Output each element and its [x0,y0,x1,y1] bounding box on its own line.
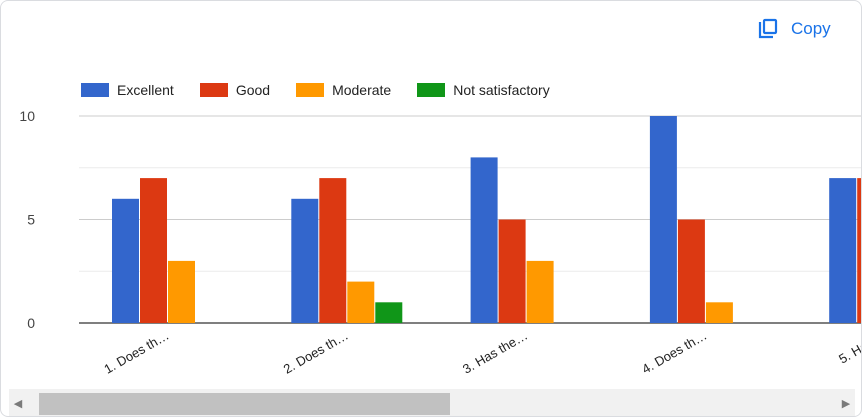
bar [498,219,526,323]
x-tick-label: 5. Has th [836,328,862,367]
bar [705,302,733,323]
bar [168,260,195,323]
bar [140,178,167,323]
legend-swatch-good [199,83,228,97]
x-tick-label: 4. Does th… [639,328,709,377]
bar [649,116,677,323]
legend-label-good: Good [235,82,271,98]
bar [677,219,705,323]
bar [829,178,857,323]
legend-item-not-satisfactory: Not satisfactory [417,82,550,98]
x-tick-label: 1. Does th… [101,328,171,377]
y-tick-label: 5 [27,212,35,228]
x-tick-label: 3. Has the… [460,328,530,377]
legend-item-moderate: Moderate [296,82,391,98]
bar [470,157,498,323]
legend-label-excellent: Excellent [117,82,174,98]
bar [526,260,554,323]
y-tick-label: 0 [27,315,35,331]
legend-item-excellent: Excellent [81,82,174,98]
bar [375,302,403,323]
x-tick-label: 2. Does th… [281,328,351,377]
legend-swatch-not-satisfactory [417,83,446,97]
copy-icon [757,18,779,40]
legend-swatch-moderate [296,83,325,97]
bar [347,281,375,323]
copy-label: Copy [791,19,831,38]
legend-label-moderate: Moderate [332,82,392,98]
bar [319,178,347,323]
bar [857,178,861,323]
legend-swatch-excellent [81,83,109,97]
legend-label-not-satisfactory: Not satisfactory [453,82,550,98]
scroll-left-arrow-icon[interactable]: ◀ [13,397,23,410]
legend-item-good: Good [199,82,271,98]
scroll-thumb[interactable] [39,393,450,415]
chart-legend: Excellent Good Moderate Not satisfactory [81,82,576,98]
y-tick-label: 10 [19,108,35,124]
bar [112,198,139,323]
scroll-right-arrow-icon[interactable]: ▶ [841,397,851,410]
copy-button[interactable]: Copy [749,9,839,49]
horizontal-scrollbar[interactable]: ◀ ▶ [9,389,855,416]
bar [291,198,319,323]
